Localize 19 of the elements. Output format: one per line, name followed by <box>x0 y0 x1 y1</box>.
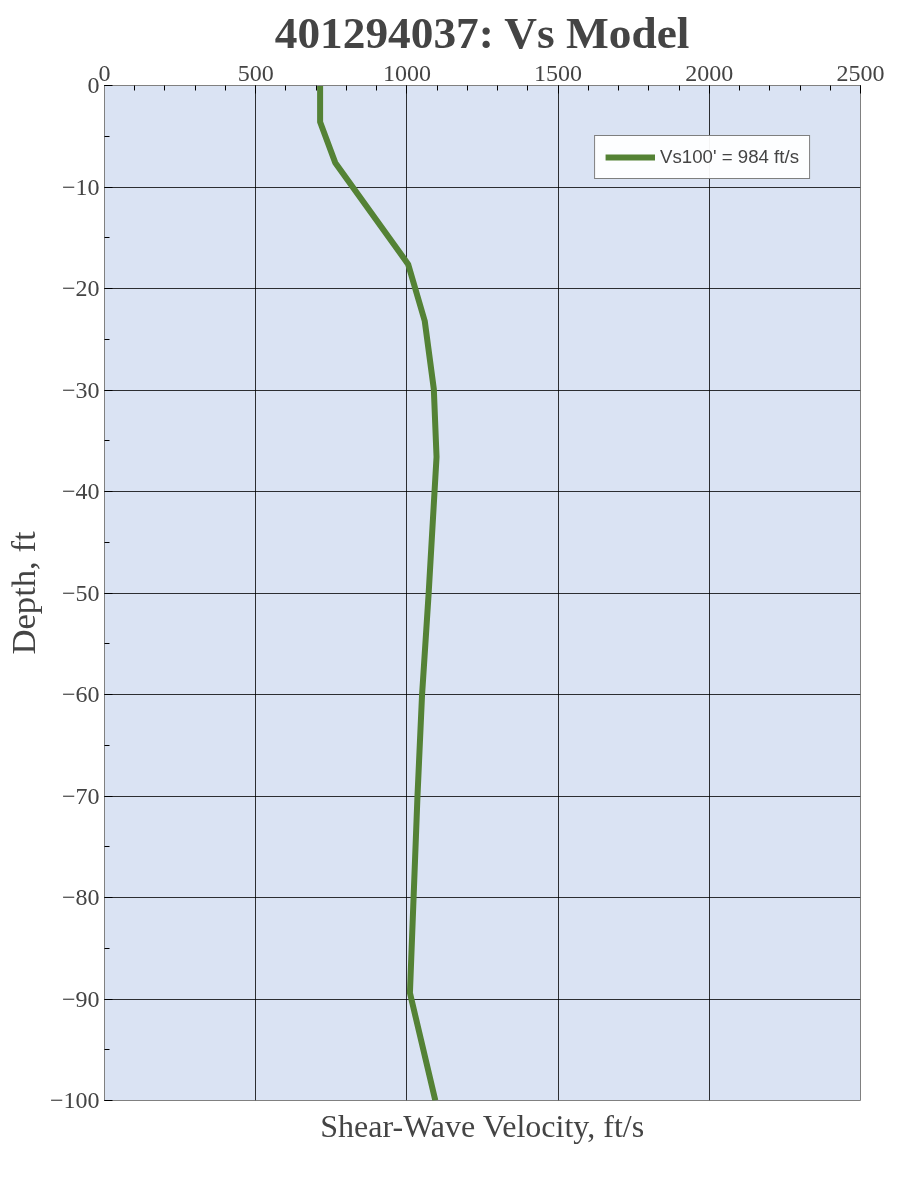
y-tick-label: −90 <box>61 985 100 1012</box>
x-tick-label: 1000 <box>382 59 431 86</box>
x-tick-label: 2500 <box>836 59 885 86</box>
y-tick-label: −70 <box>61 782 100 809</box>
y-tick-label: −20 <box>61 275 100 301</box>
y-tick-label: −30 <box>61 376 100 403</box>
legend-label: Vs100' = 984 ft/s <box>660 146 799 168</box>
y-tick-label: −80 <box>61 884 100 910</box>
x-tick-label: 500 <box>237 59 274 86</box>
y-tick-label: −60 <box>61 681 100 707</box>
y-tick-label: −10 <box>61 173 100 200</box>
x-tick-label: 1500 <box>534 59 583 86</box>
y-tick-label: −100 <box>49 1087 100 1113</box>
chart-title: 401294037: Vs Model <box>274 7 690 58</box>
y-axis-title: Depth, ft <box>3 531 42 655</box>
x-tick-label: 2000 <box>685 59 734 86</box>
x-axis-title: Shear-Wave Velocity, ft/s <box>320 1107 645 1144</box>
y-tick-label: −40 <box>61 478 100 504</box>
y-tick-label: −50 <box>61 579 100 606</box>
